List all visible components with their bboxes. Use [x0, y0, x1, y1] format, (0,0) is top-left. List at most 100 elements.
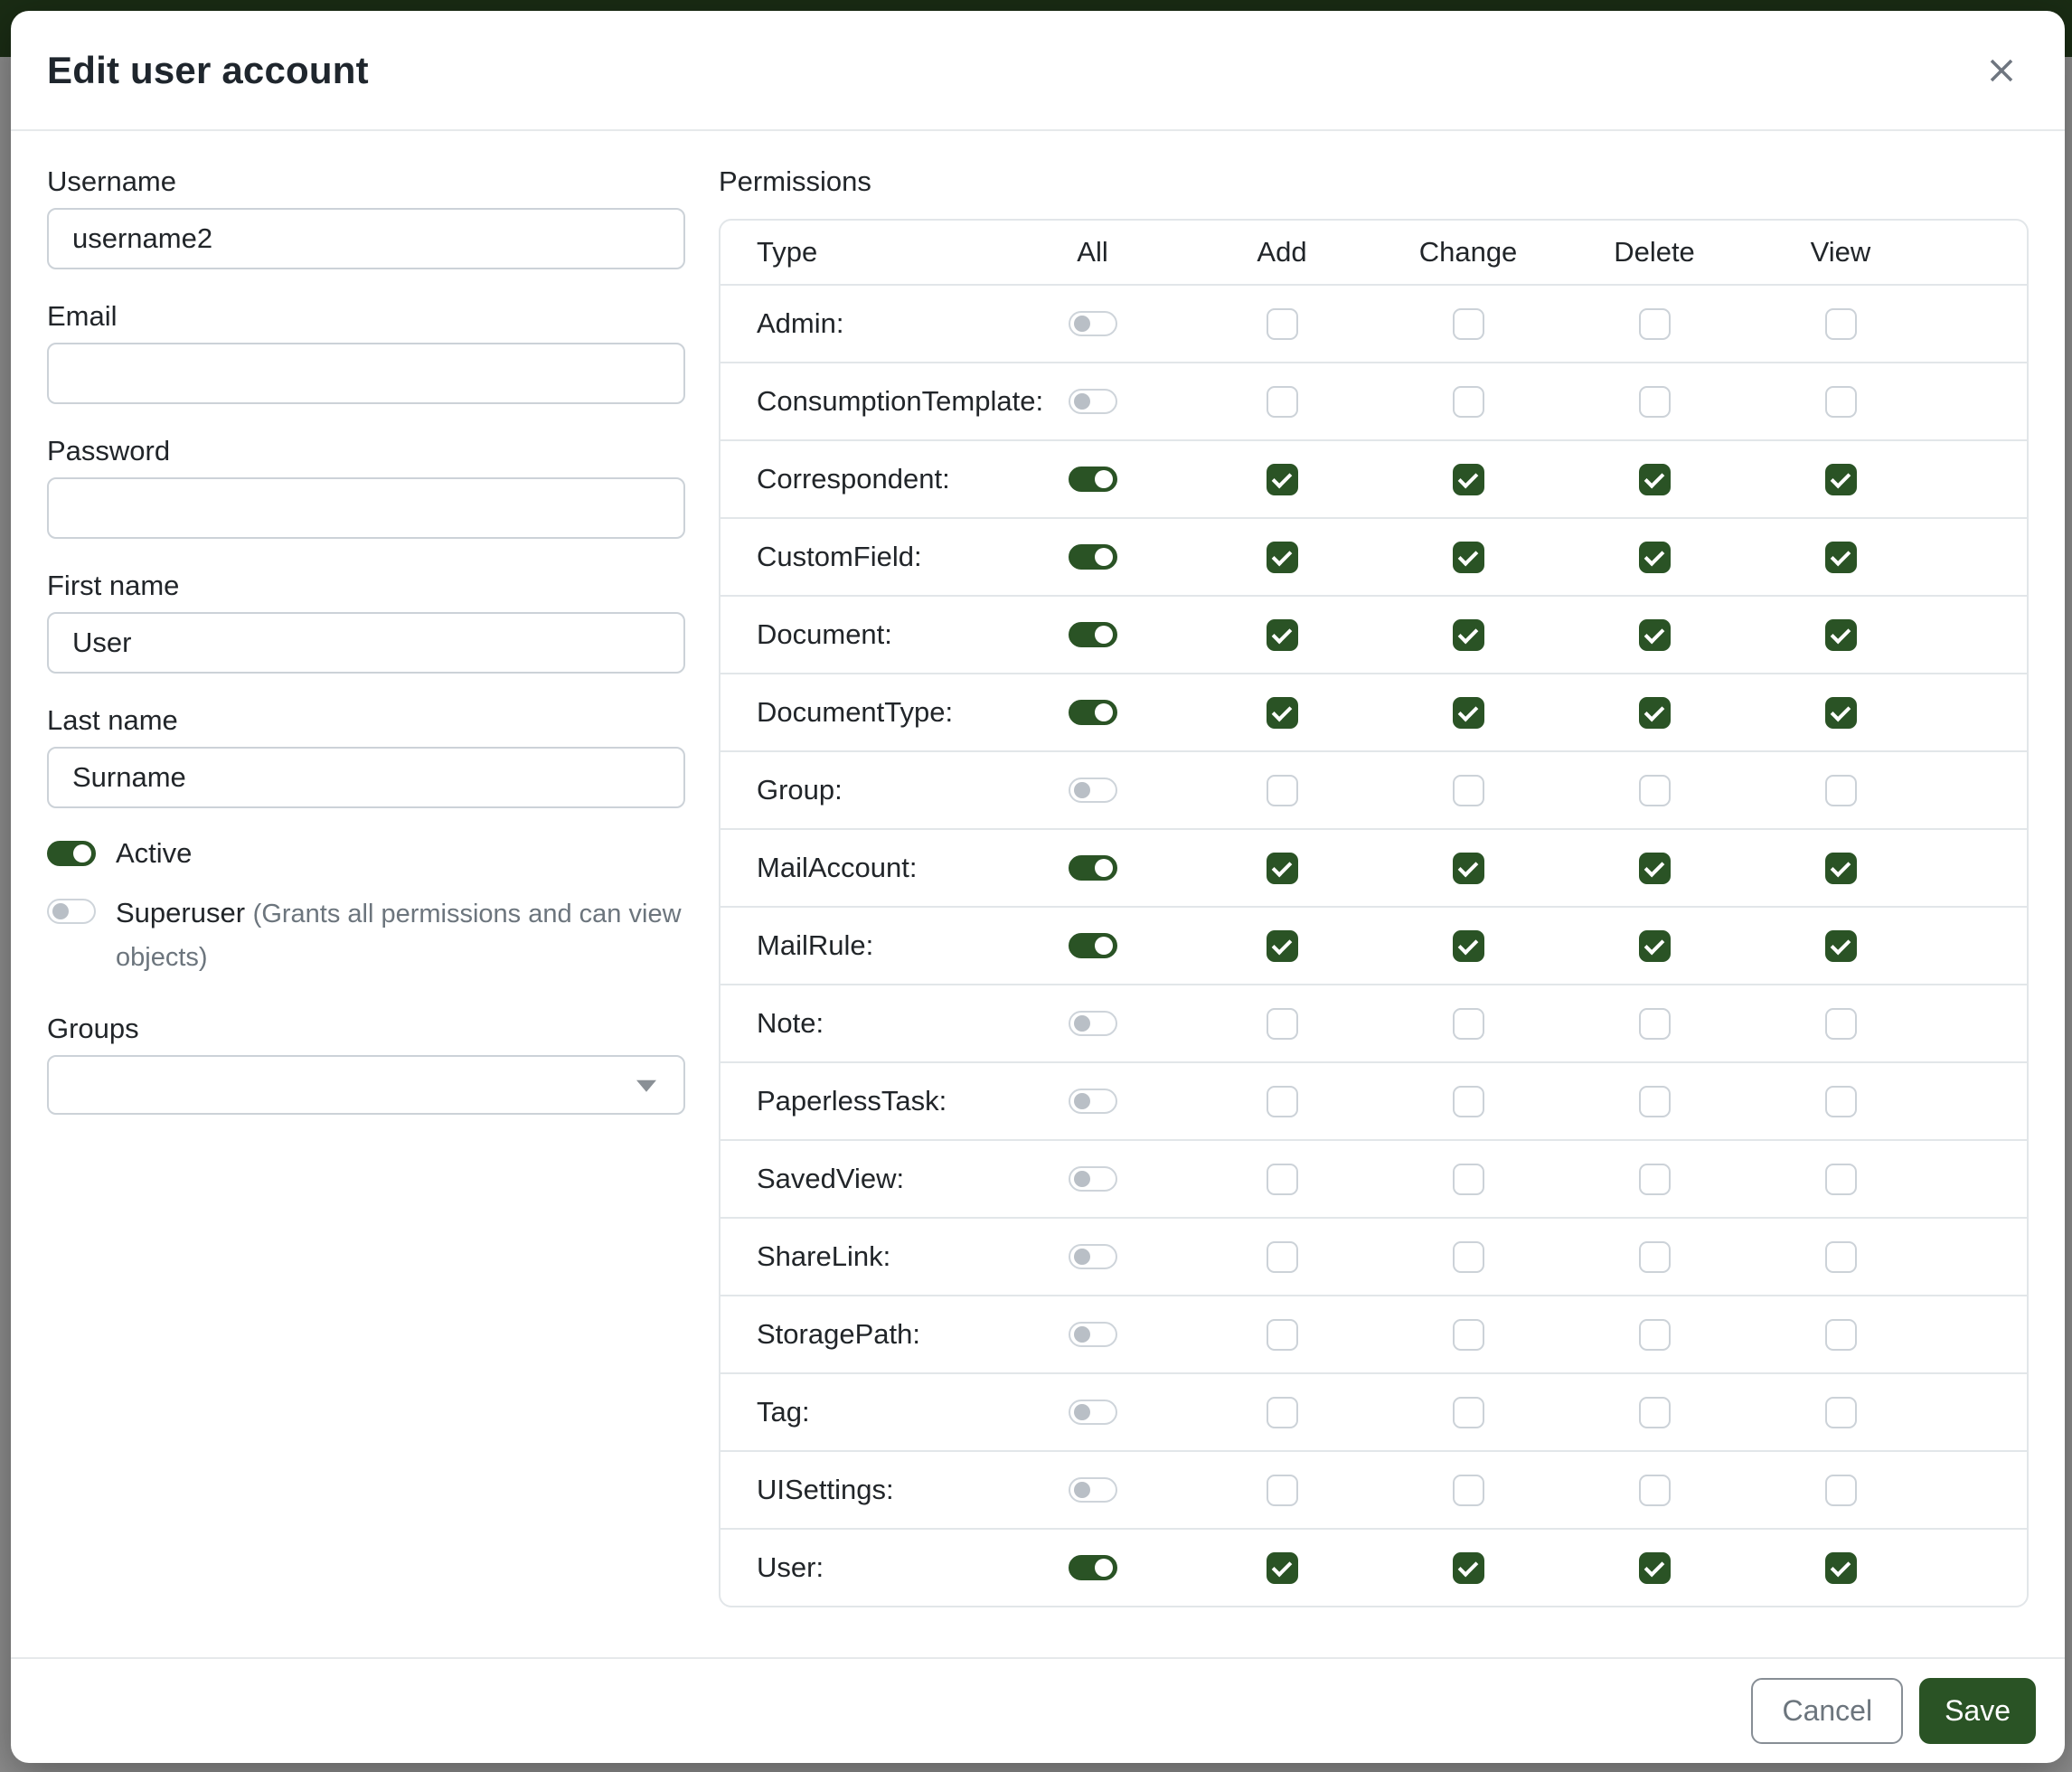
- permission-view-checkbox[interactable]: [1824, 307, 1857, 340]
- permission-type-label: PaperlessTask:: [757, 1085, 947, 1117]
- permission-delete-checkbox[interactable]: [1638, 307, 1671, 340]
- permission-view-checkbox[interactable]: [1824, 1318, 1857, 1351]
- toggle-knob: [1073, 1482, 1090, 1499]
- permission-change-checkbox[interactable]: [1452, 774, 1484, 806]
- permission-change-checkbox[interactable]: [1452, 1318, 1484, 1351]
- active-toggle[interactable]: [47, 841, 96, 867]
- permission-view-checkbox[interactable]: [1824, 774, 1857, 806]
- permission-change-checkbox[interactable]: [1452, 1474, 1484, 1506]
- permission-all-toggle[interactable]: [1068, 389, 1117, 415]
- permission-all-toggle[interactable]: [1068, 1555, 1117, 1581]
- permission-all-toggle[interactable]: [1068, 622, 1117, 648]
- permission-all-toggle[interactable]: [1068, 467, 1117, 493]
- permission-all-toggle[interactable]: [1068, 778, 1117, 804]
- permission-change-checkbox[interactable]: [1452, 1085, 1484, 1117]
- permission-add-checkbox[interactable]: [1266, 696, 1298, 729]
- permission-delete-checkbox[interactable]: [1638, 463, 1671, 495]
- permission-delete-checkbox[interactable]: [1638, 1396, 1671, 1428]
- permission-delete-checkbox[interactable]: [1638, 852, 1671, 884]
- permission-all-toggle[interactable]: [1068, 700, 1117, 726]
- permission-change-checkbox[interactable]: [1452, 1240, 1484, 1273]
- permission-add-checkbox[interactable]: [1266, 774, 1298, 806]
- permission-delete-checkbox[interactable]: [1638, 1551, 1671, 1584]
- permission-delete-checkbox[interactable]: [1638, 1474, 1671, 1506]
- permission-add-checkbox[interactable]: [1266, 852, 1298, 884]
- permission-all-toggle[interactable]: [1068, 1166, 1117, 1192]
- permission-type-label: StoragePath:: [757, 1318, 920, 1351]
- permission-add-checkbox[interactable]: [1266, 463, 1298, 495]
- save-button[interactable]: Save: [1919, 1678, 2036, 1744]
- permission-add-checkbox[interactable]: [1266, 1551, 1298, 1584]
- toggle-knob: [1094, 703, 1113, 722]
- permission-view-checkbox[interactable]: [1824, 1007, 1857, 1040]
- superuser-toggle[interactable]: [47, 899, 96, 925]
- permission-all-toggle[interactable]: [1068, 855, 1117, 881]
- permission-change-checkbox[interactable]: [1452, 929, 1484, 962]
- permission-add-checkbox[interactable]: [1266, 385, 1298, 418]
- permission-change-checkbox[interactable]: [1452, 1551, 1484, 1584]
- permission-view-checkbox[interactable]: [1824, 1085, 1857, 1117]
- permission-add-checkbox[interactable]: [1266, 1396, 1298, 1428]
- cancel-button[interactable]: Cancel: [1751, 1678, 1904, 1744]
- permission-delete-checkbox[interactable]: [1638, 774, 1671, 806]
- permission-change-checkbox[interactable]: [1452, 385, 1484, 418]
- permission-change-checkbox[interactable]: [1452, 463, 1484, 495]
- permission-view-checkbox[interactable]: [1824, 852, 1857, 884]
- permission-delete-checkbox[interactable]: [1638, 385, 1671, 418]
- username-input[interactable]: [47, 208, 685, 270]
- permission-change-checkbox[interactable]: [1452, 307, 1484, 340]
- permission-change-checkbox[interactable]: [1452, 1396, 1484, 1428]
- permission-change-checkbox[interactable]: [1452, 1007, 1484, 1040]
- permission-view-checkbox[interactable]: [1824, 618, 1857, 651]
- permission-view-checkbox[interactable]: [1824, 1396, 1857, 1428]
- permission-add-checkbox[interactable]: [1266, 1007, 1298, 1040]
- permission-add-checkbox[interactable]: [1266, 1163, 1298, 1195]
- permission-add-checkbox[interactable]: [1266, 1085, 1298, 1117]
- permission-all-toggle[interactable]: [1068, 1322, 1117, 1348]
- permission-view-checkbox[interactable]: [1824, 1240, 1857, 1273]
- permission-delete-checkbox[interactable]: [1638, 541, 1671, 573]
- permission-add-checkbox[interactable]: [1266, 618, 1298, 651]
- permission-all-toggle[interactable]: [1068, 1477, 1117, 1503]
- permission-view-checkbox[interactable]: [1824, 541, 1857, 573]
- permission-all-toggle[interactable]: [1068, 544, 1117, 570]
- permission-change-checkbox[interactable]: [1452, 696, 1484, 729]
- permission-view-checkbox[interactable]: [1824, 696, 1857, 729]
- last-name-input[interactable]: [47, 747, 685, 809]
- permission-delete-checkbox[interactable]: [1638, 929, 1671, 962]
- permission-change-checkbox[interactable]: [1452, 852, 1484, 884]
- permission-add-checkbox[interactable]: [1266, 1318, 1298, 1351]
- permission-all-toggle[interactable]: [1068, 1400, 1117, 1426]
- permission-view-checkbox[interactable]: [1824, 1474, 1857, 1506]
- permission-change-checkbox[interactable]: [1452, 541, 1484, 573]
- email-input[interactable]: [47, 343, 685, 405]
- permission-change-checkbox[interactable]: [1452, 618, 1484, 651]
- permission-delete-checkbox[interactable]: [1638, 1007, 1671, 1040]
- permission-all-toggle[interactable]: [1068, 1089, 1117, 1115]
- permission-delete-checkbox[interactable]: [1638, 1318, 1671, 1351]
- permission-add-checkbox[interactable]: [1266, 307, 1298, 340]
- permission-delete-checkbox[interactable]: [1638, 618, 1671, 651]
- permission-all-toggle[interactable]: [1068, 933, 1117, 959]
- groups-select[interactable]: [47, 1055, 685, 1116]
- permission-add-checkbox[interactable]: [1266, 929, 1298, 962]
- password-input[interactable]: [47, 477, 685, 540]
- close-button[interactable]: [1974, 43, 2029, 98]
- permission-delete-checkbox[interactable]: [1638, 696, 1671, 729]
- permission-delete-checkbox[interactable]: [1638, 1163, 1671, 1195]
- permission-all-toggle[interactable]: [1068, 1011, 1117, 1037]
- first-name-input[interactable]: [47, 612, 685, 674]
- permission-add-checkbox[interactable]: [1266, 541, 1298, 573]
- permission-view-checkbox[interactable]: [1824, 385, 1857, 418]
- permission-delete-checkbox[interactable]: [1638, 1085, 1671, 1117]
- permission-delete-checkbox[interactable]: [1638, 1240, 1671, 1273]
- permission-view-checkbox[interactable]: [1824, 463, 1857, 495]
- permission-add-checkbox[interactable]: [1266, 1240, 1298, 1273]
- permission-all-toggle[interactable]: [1068, 1244, 1117, 1270]
- permission-add-checkbox[interactable]: [1266, 1474, 1298, 1506]
- permission-change-checkbox[interactable]: [1452, 1163, 1484, 1195]
- permission-view-checkbox[interactable]: [1824, 1163, 1857, 1195]
- permission-all-toggle[interactable]: [1068, 311, 1117, 337]
- permission-view-checkbox[interactable]: [1824, 1551, 1857, 1584]
- permission-view-checkbox[interactable]: [1824, 929, 1857, 962]
